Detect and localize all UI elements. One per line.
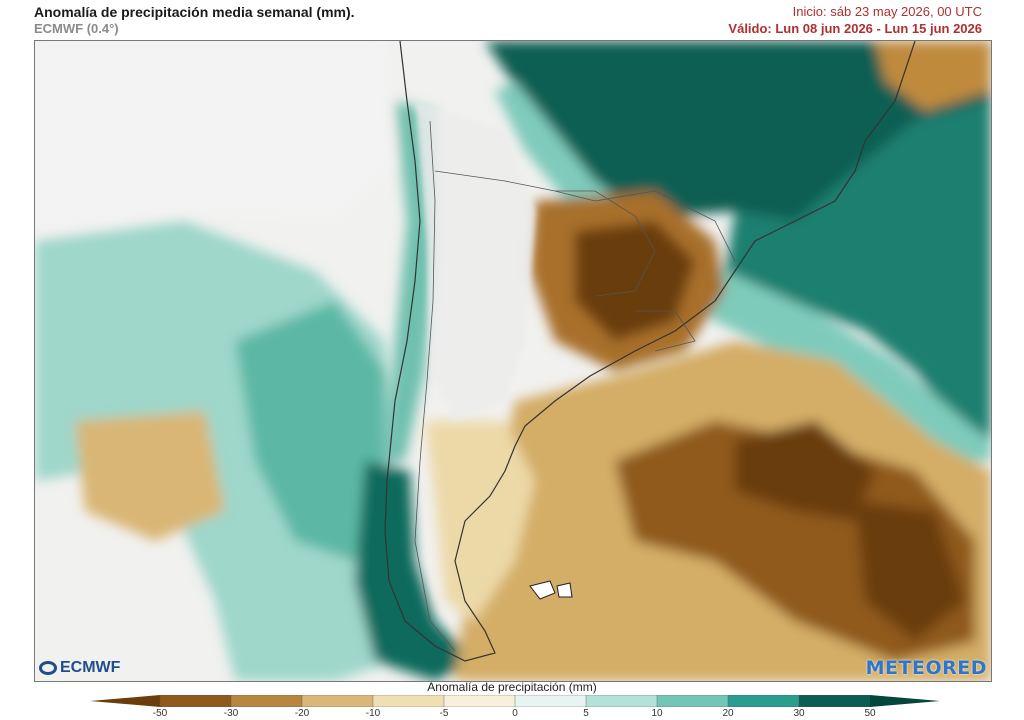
country-borders bbox=[414, 120, 736, 652]
border-chile-argentina bbox=[414, 120, 456, 652]
colorbar-ticks: -50 -30 -20 -10 -5 0 5 10 20 30 50 bbox=[0, 708, 1024, 720]
colorbar-tick-label: 30 bbox=[793, 708, 805, 719]
border-uruguay bbox=[635, 310, 696, 352]
colorbar-title: Anomalía de precipitación (mm) bbox=[427, 680, 597, 694]
meteored-logo: METEORED bbox=[865, 657, 987, 679]
precipitation-anomaly-map[interactable]: ECMWF METEORED bbox=[34, 40, 992, 682]
border-brazil bbox=[594, 190, 736, 262]
dry-core-atlantic bbox=[735, 421, 875, 521]
wet-band-light bbox=[495, 81, 991, 461]
colorbar-tick-label: -50 bbox=[152, 708, 168, 719]
dry-patch-west-pacific bbox=[75, 411, 225, 541]
wet-region-brazil bbox=[485, 41, 991, 221]
wet-region-atlantic bbox=[725, 101, 991, 441]
colorbar-bin bbox=[585, 695, 658, 707]
coastline-south-america bbox=[384, 41, 916, 662]
dry-core-atlantic-south bbox=[855, 501, 965, 641]
colorbar-tick-label: -5 bbox=[439, 708, 449, 719]
colorbar-bin bbox=[798, 695, 871, 707]
colorbar-arrow-left bbox=[90, 695, 160, 707]
wet-patch-pacific-strong bbox=[235, 301, 385, 561]
colorbar-tick-label: -10 bbox=[365, 708, 381, 719]
colorbar-bin bbox=[230, 695, 303, 707]
colorbar-tick-label: 20 bbox=[722, 708, 734, 719]
colorbar-bin bbox=[443, 695, 516, 707]
colorbar-tick-label: 5 bbox=[583, 708, 589, 719]
border-paraguay bbox=[555, 190, 656, 297]
colorbar-bin bbox=[159, 695, 232, 707]
map-canvas bbox=[35, 41, 991, 681]
border-bolivia bbox=[434, 170, 596, 202]
colorbar-tick-label: -20 bbox=[294, 708, 310, 719]
ecmwf-logo-text: ECMWF bbox=[60, 659, 121, 676]
colorbar bbox=[90, 695, 940, 707]
colorbar-tick-label: -30 bbox=[223, 708, 239, 719]
neutral-northwest bbox=[35, 41, 395, 231]
dry-patch-northeast bbox=[875, 41, 991, 111]
falkland-islands bbox=[529, 580, 573, 600]
colorbar-bin bbox=[372, 695, 445, 707]
ecmwf-logo: ECMWF bbox=[39, 659, 120, 677]
init-time: Inicio: sáb 23 may 2026, 00 UTC bbox=[792, 4, 982, 19]
colorbar-tick-label: 10 bbox=[651, 708, 663, 719]
colorbar-bin bbox=[656, 695, 729, 707]
colorbar-bin bbox=[727, 695, 800, 707]
model-label: ECMWF (0.4°) bbox=[34, 21, 119, 36]
colorbar-bin bbox=[514, 695, 587, 707]
colorbar-arrow-right bbox=[870, 695, 940, 707]
ecmwf-logo-icon bbox=[39, 661, 57, 675]
map-title: Anomalía de precipitación media semanal … bbox=[34, 4, 355, 20]
colorbar-tick-label: 50 bbox=[864, 708, 876, 719]
colorbar-tick-label: 0 bbox=[512, 708, 518, 719]
valid-period: Válido: Lun 08 jun 2026 - Lun 15 jun 202… bbox=[728, 21, 982, 36]
dry-light-patagonia bbox=[425, 421, 535, 621]
colorbar-bin bbox=[301, 695, 374, 707]
anomaly-field bbox=[35, 41, 991, 681]
